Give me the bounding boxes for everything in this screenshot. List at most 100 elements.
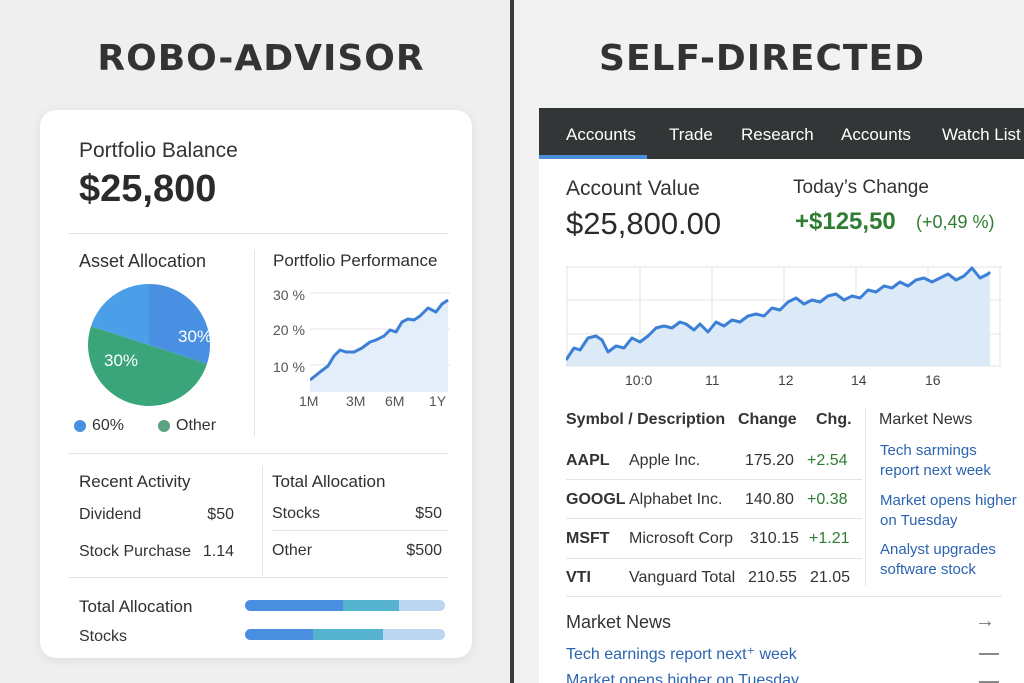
asset-allocation-pie: 30% 30% bbox=[88, 284, 212, 406]
x-tick-label: 6M bbox=[385, 393, 405, 409]
legend-label: Other bbox=[176, 417, 217, 434]
x-tick-label: 12 bbox=[778, 372, 794, 388]
activity-row-label: Stock Purchase bbox=[79, 543, 192, 560]
portfolio-performance-title: Portfolio Performance bbox=[273, 251, 438, 270]
pie-slice bbox=[88, 326, 208, 406]
column-header-change[interactable]: Change bbox=[738, 411, 797, 428]
self-directed-section: SELF-DIRECTED Accounts Trade Research Ac… bbox=[514, 0, 1024, 683]
pie-slice bbox=[90, 284, 149, 345]
nav-tab-watch-list[interactable]: Watch List bbox=[942, 125, 1021, 144]
activity-row-value: $50 bbox=[207, 506, 234, 523]
y-tick-label: 20 % bbox=[273, 322, 305, 338]
portfolio-balance-label: Portfolio Balance bbox=[79, 139, 238, 162]
chg-cell: 21.05 bbox=[810, 569, 851, 586]
side-news-link[interactable]: Market opens higher on Tuesday bbox=[880, 492, 1017, 529]
activity-row-value: 1.14 bbox=[202, 543, 234, 560]
total-allocation-title: Total Allocation bbox=[272, 472, 386, 491]
todays-change-value: +$125,50 bbox=[795, 208, 896, 235]
performance-line bbox=[310, 298, 449, 382]
market-news-link[interactable]: Market opens higher on Tuesday bbox=[566, 672, 800, 683]
performance-area bbox=[310, 300, 448, 392]
allocation-bar-segment bbox=[383, 629, 445, 640]
account-value-area bbox=[566, 268, 990, 366]
top-nav: Accounts Trade Research Accounts Watch L… bbox=[539, 108, 1024, 159]
robo-advisor-section: ROBO-ADVISOR Portfolio Balance $25,800 A… bbox=[0, 0, 510, 683]
allocation-bar-segment bbox=[313, 629, 383, 640]
performance-chart bbox=[310, 292, 450, 392]
column-header-symbol[interactable]: Symbol / Description bbox=[566, 411, 726, 428]
change-cell: 210.55 bbox=[748, 569, 797, 586]
description-cell: Apple Inc. bbox=[629, 452, 701, 469]
divider bbox=[566, 596, 1002, 597]
allocation-bar bbox=[245, 629, 445, 640]
row-divider bbox=[566, 558, 862, 559]
change-cell: 175.20 bbox=[745, 452, 794, 469]
divider bbox=[68, 453, 448, 454]
nav-tab-accounts-2[interactable]: Accounts bbox=[841, 125, 911, 144]
description-cell: Microsoft Corp bbox=[629, 530, 734, 547]
todays-change-label: Today’s Change bbox=[793, 177, 929, 198]
side-news-link[interactable]: Analyst upgrades software stock bbox=[880, 541, 996, 578]
activity-row-label: Dividend bbox=[79, 506, 142, 523]
change-cell: 140.80 bbox=[745, 491, 794, 508]
minus-icon[interactable] bbox=[979, 653, 999, 655]
divider bbox=[68, 577, 448, 578]
symbol-cell: VTI bbox=[566, 569, 591, 586]
description-cell: Alphabet Inc. bbox=[629, 491, 723, 508]
account-value: $25,800.00 bbox=[566, 206, 722, 241]
allocation-bar-label: Stocks bbox=[79, 628, 128, 645]
market-news-link[interactable]: Tech earnings report next⁺ week bbox=[566, 646, 797, 663]
allocation-row-label: Other bbox=[272, 542, 313, 559]
nav-tab-accounts[interactable]: Accounts bbox=[566, 125, 636, 144]
row-divider bbox=[566, 518, 862, 519]
divider bbox=[68, 233, 448, 234]
brokerage-panel: Accounts Trade Research Accounts Watch L… bbox=[539, 108, 1024, 683]
nav-tab-trade[interactable]: Trade bbox=[669, 125, 713, 144]
divider bbox=[254, 250, 255, 436]
pie-slice bbox=[149, 284, 210, 364]
market-news-title: Market News bbox=[566, 612, 672, 632]
legend-label: 60% bbox=[92, 417, 125, 434]
total-allocation-bars-title: Total Allocation bbox=[79, 597, 193, 616]
todays-change-percent: (+0,49 %) bbox=[916, 212, 995, 232]
pie-slice-label: 30% bbox=[178, 327, 212, 346]
portfolio-balance-value: $25,800 bbox=[79, 168, 217, 210]
pie-slice-label: 30% bbox=[104, 351, 138, 370]
minus-icon[interactable] bbox=[979, 681, 999, 683]
allocation-row-label: Stocks bbox=[272, 505, 321, 522]
side-market-news-title: Market News bbox=[879, 411, 973, 428]
account-value-label: Account Value bbox=[566, 177, 700, 200]
recent-activity-title: Recent Activity bbox=[79, 472, 191, 491]
x-tick-label: 16 bbox=[925, 372, 941, 388]
center-divider bbox=[510, 0, 514, 683]
x-tick-label: 1Y bbox=[429, 393, 447, 409]
row-divider bbox=[566, 479, 862, 480]
arrow-right-icon[interactable]: → bbox=[975, 610, 995, 632]
allocation-row-value: $50 bbox=[415, 505, 442, 522]
nav-tab-research[interactable]: Research bbox=[741, 125, 814, 144]
robo-advisor-heading: ROBO-ADVISOR bbox=[97, 38, 425, 79]
description-cell: Vanguard Total bbox=[629, 569, 736, 586]
y-tick-label: 10 % bbox=[273, 359, 305, 375]
allocation-bar-segment bbox=[245, 600, 343, 611]
y-tick-label: 30 % bbox=[273, 287, 305, 303]
self-directed-heading: SELF-DIRECTED bbox=[599, 38, 925, 79]
chg-cell: +0.38 bbox=[807, 491, 848, 508]
robo-advisor-card: Portfolio Balance $25,800 Asset Allocati… bbox=[40, 110, 472, 658]
legend-item: Other bbox=[158, 417, 216, 435]
side-news-link[interactable]: Tech sarmings report next week bbox=[880, 442, 991, 479]
allocation-bar-segment bbox=[245, 629, 313, 640]
column-header-chg[interactable]: Chg. bbox=[816, 411, 852, 428]
active-tab-indicator bbox=[539, 155, 647, 159]
allocation-bar-segment bbox=[343, 600, 399, 611]
account-value-chart bbox=[566, 266, 1002, 367]
change-cell: 310.15 bbox=[750, 530, 799, 547]
legend-item: 60% bbox=[74, 417, 124, 435]
divider bbox=[865, 408, 866, 586]
account-value-line bbox=[566, 266, 992, 361]
allocation-bar-segment bbox=[399, 600, 445, 611]
legend-dot bbox=[74, 420, 86, 432]
asset-allocation-title: Asset Allocation bbox=[79, 251, 207, 271]
x-tick-label: 10:0 bbox=[625, 372, 653, 388]
allocation-row-value: $500 bbox=[406, 542, 442, 559]
